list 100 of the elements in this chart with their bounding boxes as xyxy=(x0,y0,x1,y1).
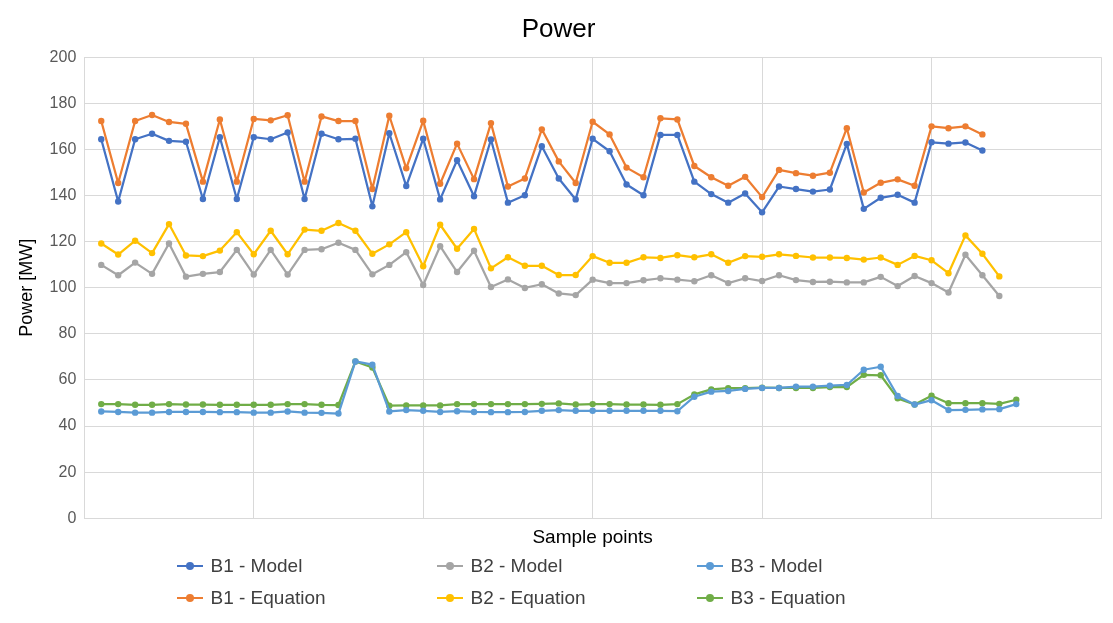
point xyxy=(1013,400,1020,408)
point xyxy=(182,138,190,145)
point xyxy=(538,142,546,150)
point xyxy=(267,227,274,234)
point xyxy=(131,259,139,266)
point xyxy=(250,115,257,123)
point xyxy=(98,408,105,415)
point xyxy=(470,408,478,416)
point xyxy=(504,183,512,190)
point xyxy=(470,247,478,255)
point xyxy=(131,136,139,143)
point xyxy=(623,259,630,267)
point xyxy=(572,196,579,203)
point xyxy=(199,401,207,408)
point xyxy=(843,254,851,262)
point xyxy=(453,268,461,276)
point xyxy=(420,263,427,270)
y-tick-label: 200 xyxy=(49,47,77,65)
point xyxy=(826,278,834,285)
point xyxy=(386,261,393,269)
point xyxy=(335,117,342,125)
point xyxy=(691,254,698,261)
point xyxy=(436,243,444,250)
point xyxy=(521,284,529,292)
point xyxy=(606,259,613,267)
point xyxy=(352,227,359,234)
point xyxy=(606,279,613,287)
point xyxy=(674,276,681,283)
point xyxy=(708,272,715,279)
point xyxy=(877,254,884,261)
point xyxy=(657,254,664,262)
point xyxy=(979,147,986,154)
point xyxy=(131,409,139,416)
point xyxy=(572,401,579,408)
point xyxy=(352,135,359,142)
point xyxy=(877,363,884,370)
point xyxy=(216,247,224,254)
point xyxy=(826,169,834,176)
point xyxy=(996,405,1003,413)
point xyxy=(114,179,122,187)
point xyxy=(98,261,105,269)
point xyxy=(945,399,952,407)
point xyxy=(928,139,935,146)
point xyxy=(775,272,783,279)
point xyxy=(979,131,986,138)
point xyxy=(148,270,156,278)
point xyxy=(131,117,139,125)
point xyxy=(758,277,766,285)
point xyxy=(453,245,461,252)
point xyxy=(996,292,1003,300)
point xyxy=(521,192,529,199)
point xyxy=(318,409,325,417)
point xyxy=(843,279,851,286)
x-axis-title: Sample points xyxy=(532,525,653,547)
legend-label: B1 - Equation xyxy=(210,587,326,609)
point xyxy=(403,182,410,190)
point xyxy=(928,123,935,130)
point xyxy=(860,366,867,373)
point xyxy=(386,112,393,119)
point xyxy=(945,140,952,147)
point xyxy=(962,399,969,407)
y-tick-label: 20 xyxy=(58,462,77,480)
point xyxy=(233,246,240,254)
point xyxy=(877,179,884,187)
point xyxy=(894,191,901,199)
point xyxy=(148,409,156,416)
point xyxy=(809,188,817,195)
point xyxy=(572,291,579,299)
y-tick-label: 120 xyxy=(49,232,77,250)
point xyxy=(267,136,274,143)
point xyxy=(131,401,139,408)
point xyxy=(962,232,969,239)
point xyxy=(504,400,512,408)
point xyxy=(470,192,478,200)
point xyxy=(538,400,546,408)
point xyxy=(250,133,257,141)
point xyxy=(453,400,461,408)
point xyxy=(250,409,257,416)
point xyxy=(284,400,291,408)
point xyxy=(199,195,207,203)
point xyxy=(538,262,546,269)
point xyxy=(843,124,851,132)
point xyxy=(792,252,800,260)
point xyxy=(640,254,647,261)
point xyxy=(725,182,732,190)
point xyxy=(996,400,1003,408)
point xyxy=(114,400,122,408)
point xyxy=(623,164,630,171)
point xyxy=(318,113,325,120)
point xyxy=(894,176,901,183)
point xyxy=(979,399,986,407)
point xyxy=(758,253,766,261)
point xyxy=(284,112,291,119)
point xyxy=(945,124,952,132)
point xyxy=(504,199,512,206)
point xyxy=(945,289,952,296)
point xyxy=(877,273,884,281)
point xyxy=(538,407,546,414)
point xyxy=(284,271,291,278)
point xyxy=(284,408,291,415)
